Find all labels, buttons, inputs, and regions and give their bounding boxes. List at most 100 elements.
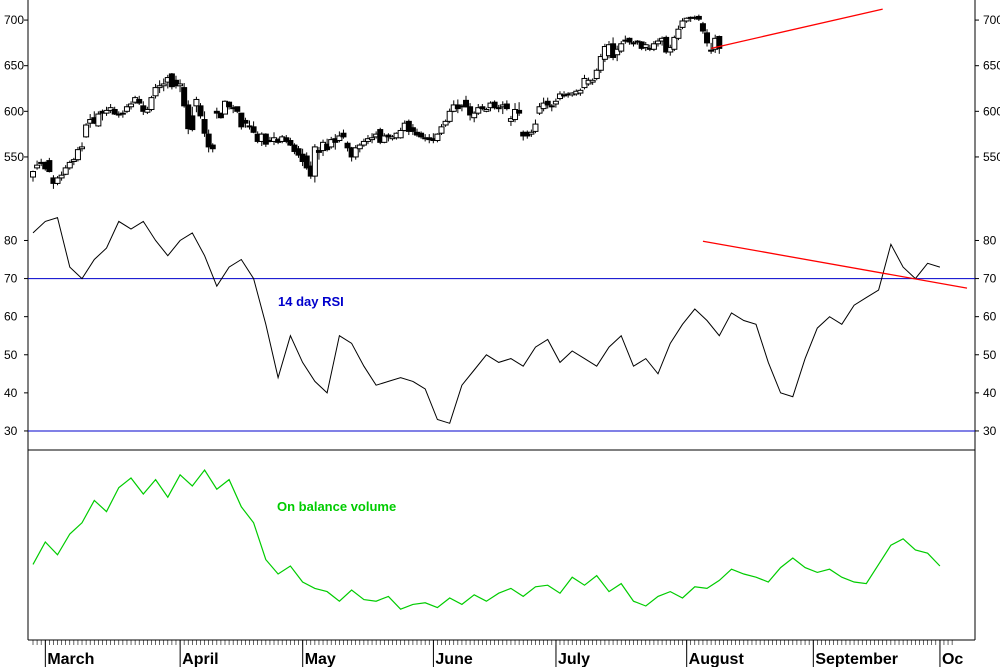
candle [344, 141, 351, 152]
month-label-april: April [182, 651, 218, 667]
candle-body-down [418, 132, 425, 138]
candle-body-up [221, 100, 228, 115]
candle [201, 111, 208, 137]
candle-body-up [311, 146, 318, 177]
candle-body-up [34, 164, 41, 169]
candle-body-up [708, 49, 715, 52]
candle-body-up [144, 108, 151, 113]
candle [156, 80, 163, 94]
rsi-tick-label-left: 70 [4, 272, 18, 286]
candle-body-down [140, 105, 147, 112]
candle [438, 124, 445, 136]
candle-body-down [197, 105, 204, 117]
candle-body-up [540, 102, 547, 110]
candle [295, 145, 302, 158]
candle [716, 35, 723, 54]
rsi-tick-label-left: 80 [4, 233, 18, 247]
candle [528, 129, 535, 137]
candle-body-up [512, 108, 519, 121]
candle-body-down [344, 142, 351, 149]
candle [140, 101, 147, 115]
candle [356, 143, 363, 153]
candle [103, 106, 110, 116]
candle [328, 136, 335, 149]
rsi-line [32, 216, 941, 424]
candle [30, 170, 36, 182]
candle [540, 97, 547, 112]
candle [695, 14, 702, 21]
candle [172, 75, 179, 89]
candle [405, 119, 412, 136]
candle-body-up [66, 161, 73, 169]
candle-body-up [442, 120, 449, 126]
candle-body-up [597, 56, 604, 71]
candle-body-up [532, 123, 539, 132]
candle-body-down [409, 127, 416, 132]
candle-body-up [356, 144, 363, 150]
candle [483, 107, 490, 113]
candle [418, 131, 425, 139]
candle-body-up [438, 126, 445, 134]
candle-body-up [552, 100, 559, 105]
candle [442, 119, 449, 127]
candle-body-up [675, 28, 682, 39]
candle-body-down [242, 119, 249, 124]
candle-body-down [704, 32, 711, 44]
candle [397, 127, 404, 139]
candle [95, 111, 102, 127]
candle [144, 106, 151, 115]
month-label-august: August [689, 651, 745, 667]
candle-body-down [205, 133, 212, 148]
candle [58, 171, 65, 181]
candle-body-down [663, 36, 670, 53]
candle [340, 129, 347, 139]
obv-line [32, 468, 941, 610]
candle [70, 157, 77, 166]
candle [532, 119, 539, 134]
candle-body-up [495, 107, 502, 110]
candle [123, 104, 130, 114]
candle [221, 100, 228, 115]
candle [467, 103, 474, 121]
candle [177, 79, 184, 93]
candle-body-up [618, 43, 625, 52]
candle [671, 35, 678, 52]
candle-body-up [369, 137, 376, 141]
candle-body-up [397, 129, 404, 139]
candle [152, 83, 159, 99]
candle [352, 145, 359, 160]
candle [46, 157, 53, 173]
candle [475, 104, 482, 115]
candle [577, 88, 584, 96]
month-label-march: March [47, 651, 94, 667]
candle [463, 95, 470, 108]
candle-body-up [79, 146, 86, 150]
candle-body-up [328, 139, 335, 148]
candle [111, 106, 118, 115]
candle [209, 143, 216, 153]
candle [250, 121, 257, 134]
candle-body-down [516, 109, 523, 114]
price-tick-label-right: 700 [983, 13, 1000, 27]
candle [54, 176, 61, 186]
candle-body-up [536, 106, 543, 114]
candle-body-up [577, 89, 584, 94]
month-label-july: July [558, 651, 590, 667]
candle [699, 21, 706, 34]
candle [618, 41, 625, 53]
candle [315, 146, 322, 160]
rsi-trendline [702, 240, 968, 289]
candle-body-down [340, 132, 347, 138]
candle-body-down [716, 35, 723, 49]
candle [479, 104, 486, 111]
candle-body-up [70, 159, 77, 163]
candle [271, 132, 278, 146]
candle-body-up [352, 147, 359, 158]
candle-body-up [614, 48, 621, 56]
candle-body-up [446, 110, 453, 122]
candle-body-up [434, 133, 441, 142]
candle-body-down [209, 144, 216, 150]
candle-body-up [95, 113, 102, 127]
candle-body-down [295, 148, 302, 156]
candle [287, 137, 294, 146]
